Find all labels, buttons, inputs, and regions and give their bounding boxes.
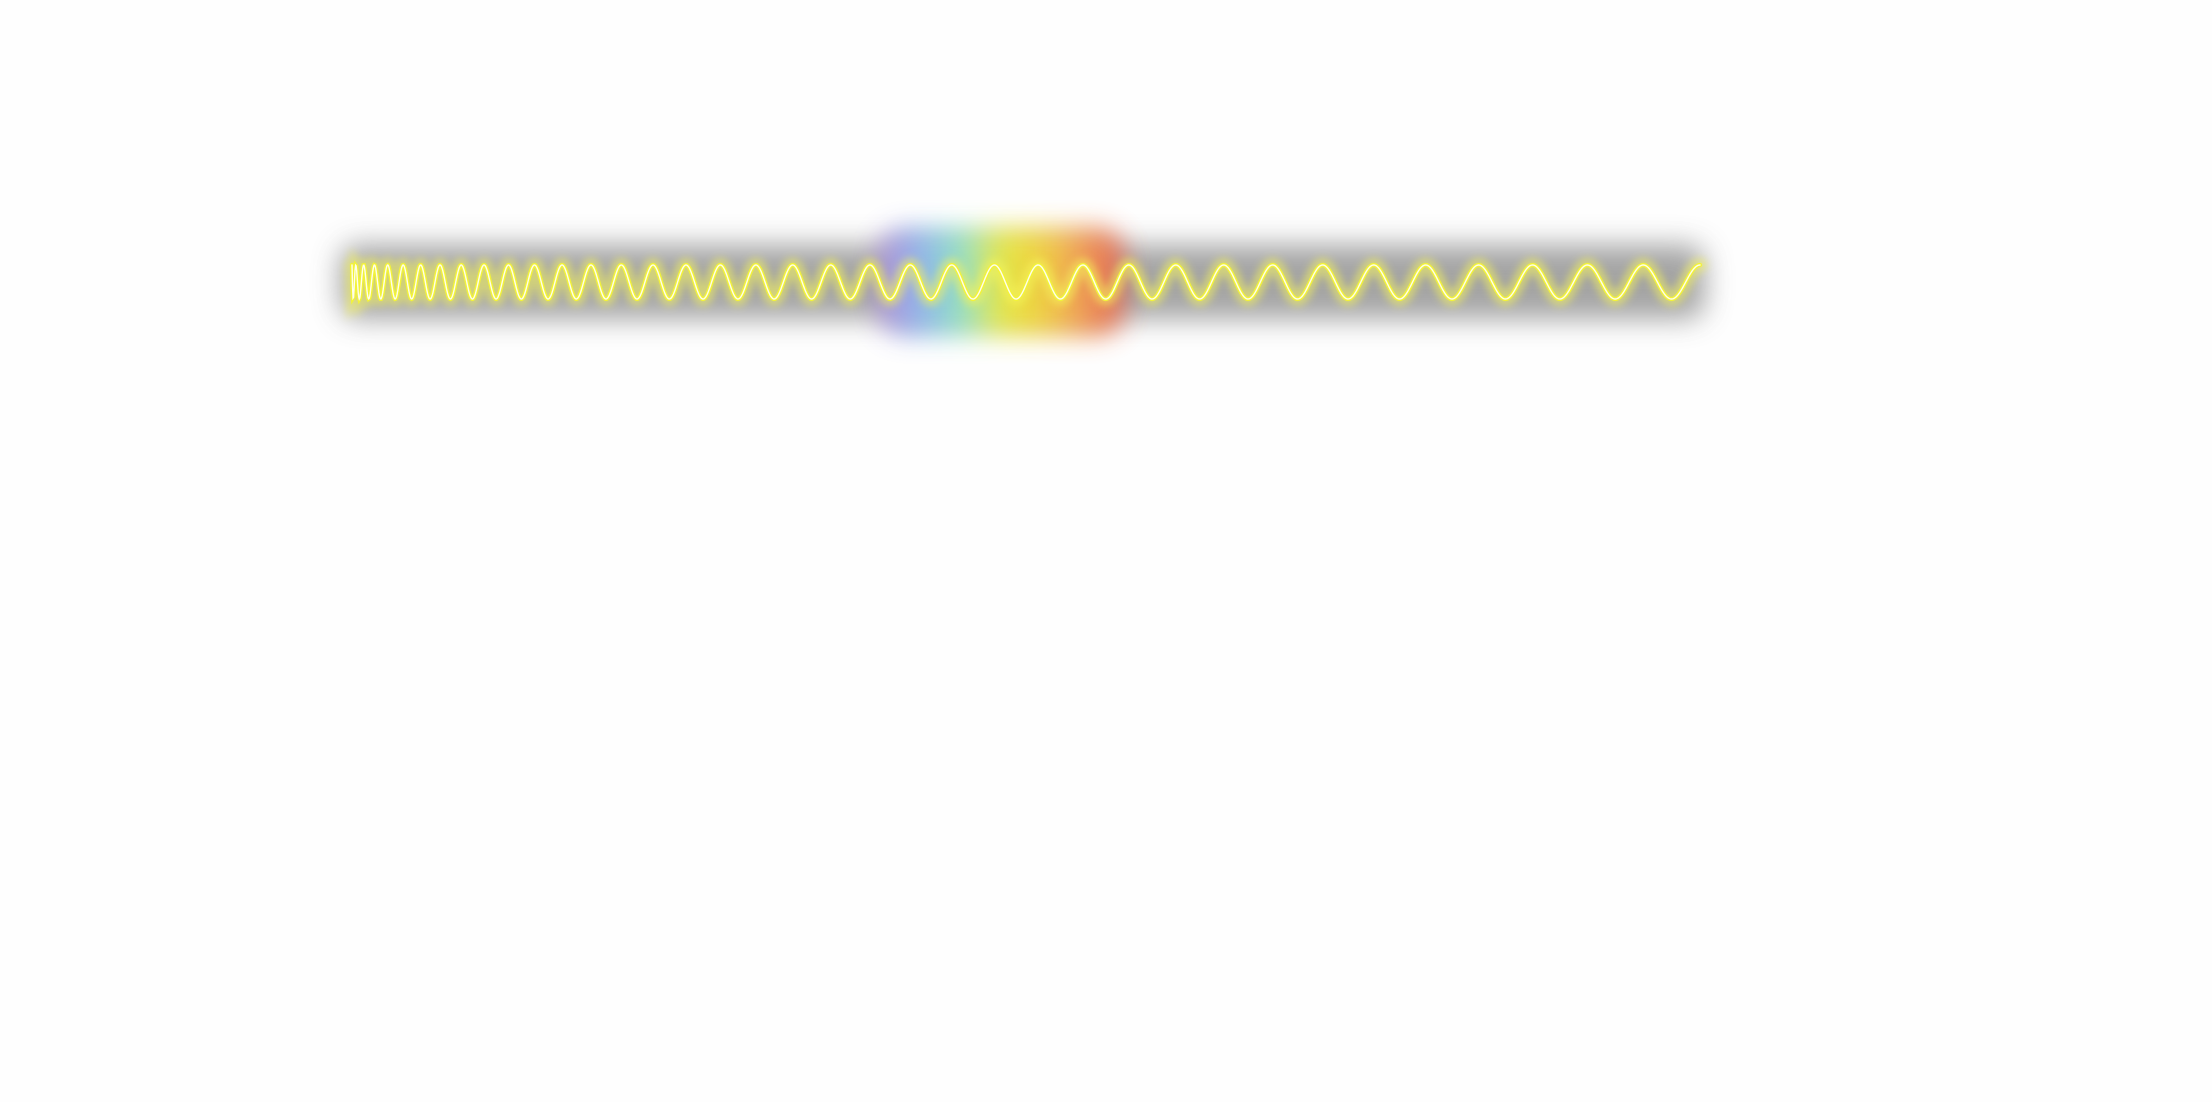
wave-group [345, 248, 1707, 320]
wave-highlight [351, 263, 1701, 301]
